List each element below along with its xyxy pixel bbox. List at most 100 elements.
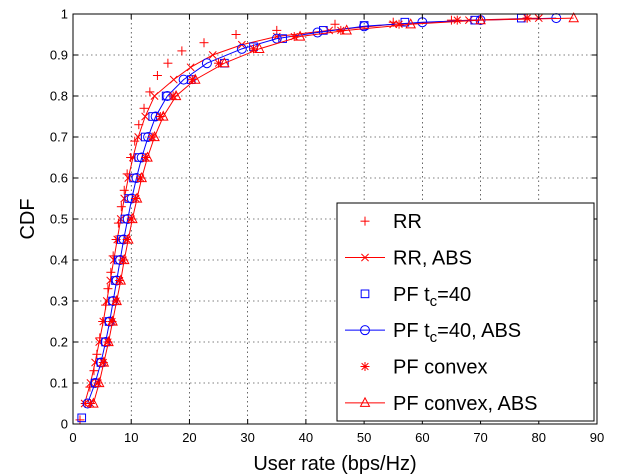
x-tick-label: 60	[415, 430, 429, 445]
legend-item: PF convex, ABS	[345, 393, 538, 415]
x-tick-label: 50	[357, 430, 371, 445]
data-point-x	[124, 174, 133, 182]
data-point-plus	[152, 71, 162, 80]
y-tick-label: 1	[61, 7, 68, 22]
data-point-triangle	[189, 73, 201, 84]
data-point-triangle	[98, 356, 110, 367]
data-point-x	[208, 51, 217, 59]
tick-layer: 0 10 20 30 40 50 60 70 80 90 0 0.1 0.2 0.3 0.4 0.5 0.6 0.…	[50, 7, 604, 446]
x-tick-label: 90	[590, 430, 604, 445]
data-point-plus	[75, 415, 85, 425]
data-point-x	[141, 112, 150, 121]
legend-label: RR, ABS	[393, 248, 472, 270]
legend-label-main: PF convex, ABS	[393, 393, 538, 415]
y-tick-label: 0.6	[50, 171, 68, 186]
data-point-plus	[119, 185, 129, 195]
legend-item: PF tc=40	[360, 284, 471, 310]
legend-item: RR, ABS	[345, 248, 472, 270]
data-point-plus	[177, 46, 187, 56]
data-point-triangle	[88, 397, 99, 408]
data-point-plus	[360, 216, 370, 226]
data-point-circle	[236, 43, 247, 54]
data-point-triangle	[103, 335, 114, 347]
data-point-triangle	[127, 212, 138, 224]
legend-label-main: RR	[393, 211, 422, 233]
data-point-x	[120, 194, 129, 203]
data-point-triangle	[136, 171, 148, 183]
data-point-triangle	[294, 30, 306, 41]
legend-box	[336, 202, 595, 422]
data-point-triangle	[131, 192, 143, 203]
y-tick-label: 0.3	[50, 294, 68, 309]
x-tick-label: 30	[240, 430, 254, 445]
data-point-triangle	[219, 57, 230, 68]
data-point-plus	[199, 38, 209, 48]
y-axis-label: CDF	[17, 198, 39, 239]
legend-item: RR	[360, 211, 422, 233]
data-point-triangle	[118, 253, 130, 265]
data-point-plus	[163, 58, 173, 68]
legend-label-rest: =40	[437, 284, 471, 306]
legend-label-main: RR, ABS	[393, 248, 472, 270]
data-point-asterisk	[394, 19, 404, 29]
data-point-plus	[330, 19, 340, 29]
data-point-circle	[201, 58, 212, 69]
data-point-asterisk	[452, 15, 462, 25]
x-tick-label: 0	[69, 430, 76, 445]
y-tick-label: 0	[61, 417, 68, 432]
data-point-square	[77, 413, 87, 423]
x-tick-label: 80	[532, 430, 546, 445]
data-point-triangle	[111, 294, 122, 306]
data-point-plus	[231, 30, 241, 39]
data-point-plus	[272, 25, 282, 35]
data-point-square	[360, 289, 370, 299]
data-point-triangle	[149, 130, 160, 142]
legend-label-main: PF t	[393, 320, 430, 342]
legend-item: PF tc=40, ABS	[345, 320, 521, 346]
data-point-triangle	[115, 274, 127, 285]
data-point-triangle	[253, 42, 265, 53]
x-tick-label: 40	[299, 430, 313, 445]
data-point-square	[319, 26, 328, 35]
x-axis-label: User rate (bps/Hz)	[253, 453, 416, 475]
y-tick-label: 0.1	[50, 376, 68, 391]
data-point-triangle	[142, 151, 153, 162]
data-point-circle	[312, 27, 323, 38]
data-point-triangle	[568, 12, 580, 23]
legend-label: PF tc=40	[393, 284, 471, 310]
y-tick-label: 0.4	[50, 253, 68, 268]
legend-label-main: PF t	[393, 284, 430, 306]
grid-layer	[73, 14, 597, 424]
x-tick-label: 20	[182, 430, 196, 445]
legend-label-subscript: c	[430, 329, 438, 346]
data-point-plus	[388, 17, 398, 27]
legend-label-rest: =40, ABS	[437, 320, 521, 342]
data-point-asterisk	[522, 13, 532, 23]
y-tick-label: 0.5	[50, 212, 68, 227]
data-point-triangle	[405, 18, 417, 29]
data-point-plus	[130, 136, 140, 146]
data-point-x	[186, 63, 195, 72]
data-point-triangle	[93, 376, 105, 388]
y-tick-label: 0.9	[50, 48, 68, 63]
data-point-plus	[139, 103, 149, 113]
y-tick-label: 0.2	[50, 335, 68, 350]
data-point-x	[169, 75, 178, 84]
data-point-asterisk	[360, 362, 370, 371]
data-point-x	[150, 92, 159, 100]
data-point-x	[361, 253, 369, 262]
x-tick-label: 70	[473, 430, 487, 445]
legend-label: PF convex, ABS	[393, 393, 538, 415]
legend-label: PF tc=40, ABS	[393, 320, 521, 346]
legend-label: RR	[393, 211, 422, 233]
data-point-circle	[360, 325, 370, 336]
data-point-x	[80, 399, 89, 408]
legend-label-main: PF convex	[393, 357, 487, 379]
data-point-triangle	[170, 89, 182, 101]
x-tick-label: 10	[124, 430, 138, 445]
data-point-triangle	[359, 396, 371, 407]
data-point-x	[134, 133, 143, 141]
legend-item: PF convex	[360, 357, 487, 379]
